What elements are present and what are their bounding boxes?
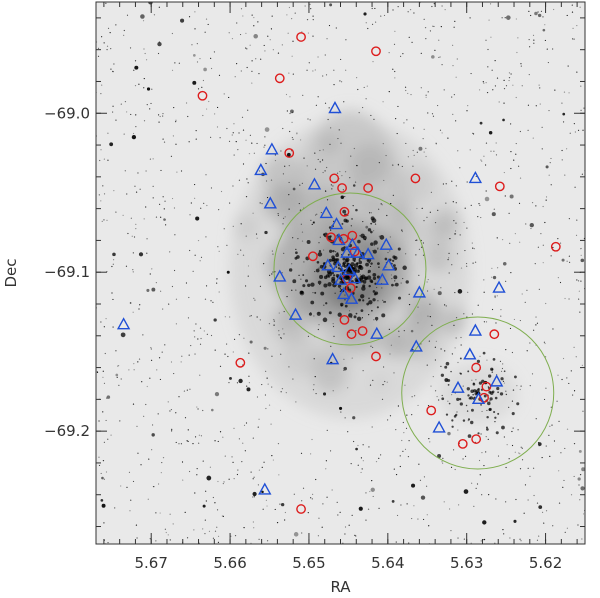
circle-marker-9 [494, 181, 505, 192]
triangle-marker-10 [340, 245, 354, 258]
triangle-marker-29 [409, 339, 423, 352]
circle-marker-28 [426, 405, 437, 416]
x-tick-label-2: 5.65 [292, 554, 325, 572]
triangle-marker-2 [254, 163, 268, 176]
circle-marker-21 [346, 329, 357, 340]
circle-marker-16 [550, 241, 561, 252]
circle-marker-7 [363, 183, 374, 193]
y-tick-label-1: −69.1 [44, 263, 90, 281]
triangle-marker-31 [325, 352, 340, 365]
triangle-marker-28 [468, 323, 483, 336]
triangle-marker-36 [432, 420, 446, 433]
triangle-marker-18 [379, 237, 393, 250]
star-field [96, 2, 585, 544]
triangle-marker-9 [345, 237, 360, 250]
triangle-marker-14 [321, 258, 335, 271]
triangle-marker-13 [331, 259, 345, 273]
triangle-marker-5 [263, 196, 277, 209]
triangle-marker-26 [288, 307, 303, 320]
triangle-marker-22 [412, 285, 427, 298]
axis-ticks: 5.67 5.66 5.65 5.64 5.63 5.62 −69.0 −69.1 −69.2 [44, 2, 585, 572]
triangle-marker-23 [336, 287, 351, 300]
circle-marker-2 [197, 90, 208, 101]
x-tick-label-3: 5.64 [371, 554, 404, 572]
triangle-marker-24 [344, 291, 359, 304]
triangle-marker-20 [375, 272, 389, 285]
x-tick-label-0: 5.67 [135, 554, 168, 572]
circle-marker-6 [337, 183, 347, 193]
circle-marker-14 [307, 251, 318, 262]
region-circles [273, 192, 555, 470]
circle-marker-29 [471, 434, 482, 444]
circle-marker-15 [349, 246, 360, 257]
circle-marker-24 [489, 329, 500, 340]
y-axis-label: Dec [2, 258, 20, 287]
triangle-marker-15 [342, 263, 356, 276]
triangle-marker-3 [307, 177, 322, 190]
triangle-marker-11 [351, 245, 365, 258]
triangle-marker-35 [471, 391, 486, 405]
triangle-markers [116, 101, 506, 495]
triangle-marker-25 [492, 280, 506, 293]
triangle-marker-34 [489, 374, 504, 387]
circle-marker-22 [371, 351, 381, 362]
circle-marker-23 [235, 357, 246, 368]
circle-marker-1 [371, 46, 381, 57]
triangle-marker-8 [332, 232, 346, 246]
region-circle-0 [273, 192, 427, 346]
circle-marker-4 [284, 148, 295, 158]
triangle-marker-16 [333, 272, 348, 285]
triangle-marker-37 [258, 482, 272, 495]
circle-marker-18 [345, 283, 356, 293]
circle-marker-26 [481, 381, 492, 392]
triangle-marker-6 [319, 205, 333, 219]
circle-marker-0 [296, 32, 306, 42]
triangle-marker-33 [451, 380, 465, 393]
circle-marker-5 [329, 173, 340, 184]
circle-marker-30 [457, 438, 468, 449]
circle-marker-25 [471, 362, 482, 373]
triangle-marker-30 [370, 326, 384, 339]
circle-marker-10 [339, 206, 350, 217]
x-axis-label: RA [330, 578, 351, 596]
y-tick-label-0: −69.0 [44, 104, 90, 122]
triangle-marker-12 [361, 247, 375, 260]
triangle-marker-0 [328, 101, 342, 114]
triangle-marker-32 [463, 347, 477, 360]
triangle-marker-19 [381, 258, 396, 271]
x-tick-label-5: 5.62 [529, 554, 562, 572]
circle-marker-31 [296, 504, 306, 514]
circle-marker-3 [274, 73, 285, 84]
circle-marker-20 [357, 326, 368, 336]
triangle-marker-17 [348, 271, 362, 284]
triangle-marker-4 [468, 170, 483, 184]
x-tick-label-1: 5.66 [213, 554, 246, 572]
circle-marker-11 [326, 232, 336, 243]
triangle-marker-21 [273, 269, 287, 282]
triangle-marker-1 [265, 142, 279, 155]
circle-marker-19 [339, 314, 350, 325]
triangle-marker-27 [116, 317, 131, 330]
x-tick-label-4: 5.63 [450, 554, 483, 572]
circle-marker-8 [410, 173, 421, 184]
region-circle-1 [401, 316, 555, 470]
triangle-marker-7 [329, 217, 344, 230]
sky-image [96, 2, 585, 544]
y-tick-label-2: −69.2 [44, 422, 90, 440]
